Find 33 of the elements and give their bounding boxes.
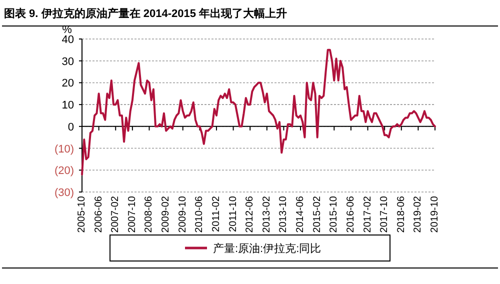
y-tick-label: 10 (62, 100, 74, 112)
x-tick-label: 2013-02 (261, 196, 272, 233)
x-tick-label: 2010-06 (194, 196, 206, 233)
x-tick-label: 2017-10 (379, 196, 390, 233)
y-tick-label: (10) (54, 143, 74, 156)
y-tick-label: (30) (54, 187, 74, 199)
x-tick-label: 2013-10 (278, 196, 290, 233)
x-tick-label: 2009-10 (177, 196, 188, 233)
x-tick-label: 2019-10 (430, 196, 440, 233)
x-tick-label: 2015-02 (312, 196, 323, 233)
x-tick-label: 2007-10 (126, 196, 138, 233)
x-tick-label: 2012-06 (244, 196, 256, 233)
x-tick-label: 2011-02 (210, 196, 222, 232)
x-tick-label: 2019-02 (412, 196, 424, 233)
x-tick-label: 2016-06 (345, 196, 356, 233)
legend-label: 产量:原油:伊拉克:同比 (213, 242, 322, 255)
x-tick-label: 2009-02 (160, 196, 172, 233)
x-tick-label: 2005-10 (76, 196, 88, 233)
x-tick-label: 2006-06 (93, 196, 104, 233)
x-tick-label: 2014-06 (295, 196, 306, 233)
x-tick-label: 2018-06 (396, 196, 407, 233)
x-tick-label: 2017-02 (362, 196, 374, 233)
x-tick-label: 2008-06 (144, 196, 155, 233)
x-tick-label: 2007-02 (110, 196, 122, 233)
chart-title: 图表 9. 伊拉克的原油产量在 2014-2015 年出现了大幅上升 (4, 7, 288, 20)
y-tick-label: (20) (54, 165, 74, 178)
line-series (81, 48, 436, 176)
y-tick-label: 0 (68, 121, 74, 134)
x-tick-label: 2011-10 (228, 196, 239, 232)
y-tick-label: 30 (62, 56, 74, 68)
y-tick-label: 20 (62, 78, 74, 90)
x-tick-label: 2015-10 (328, 196, 340, 233)
y-tick-label: 40 (62, 34, 74, 46)
